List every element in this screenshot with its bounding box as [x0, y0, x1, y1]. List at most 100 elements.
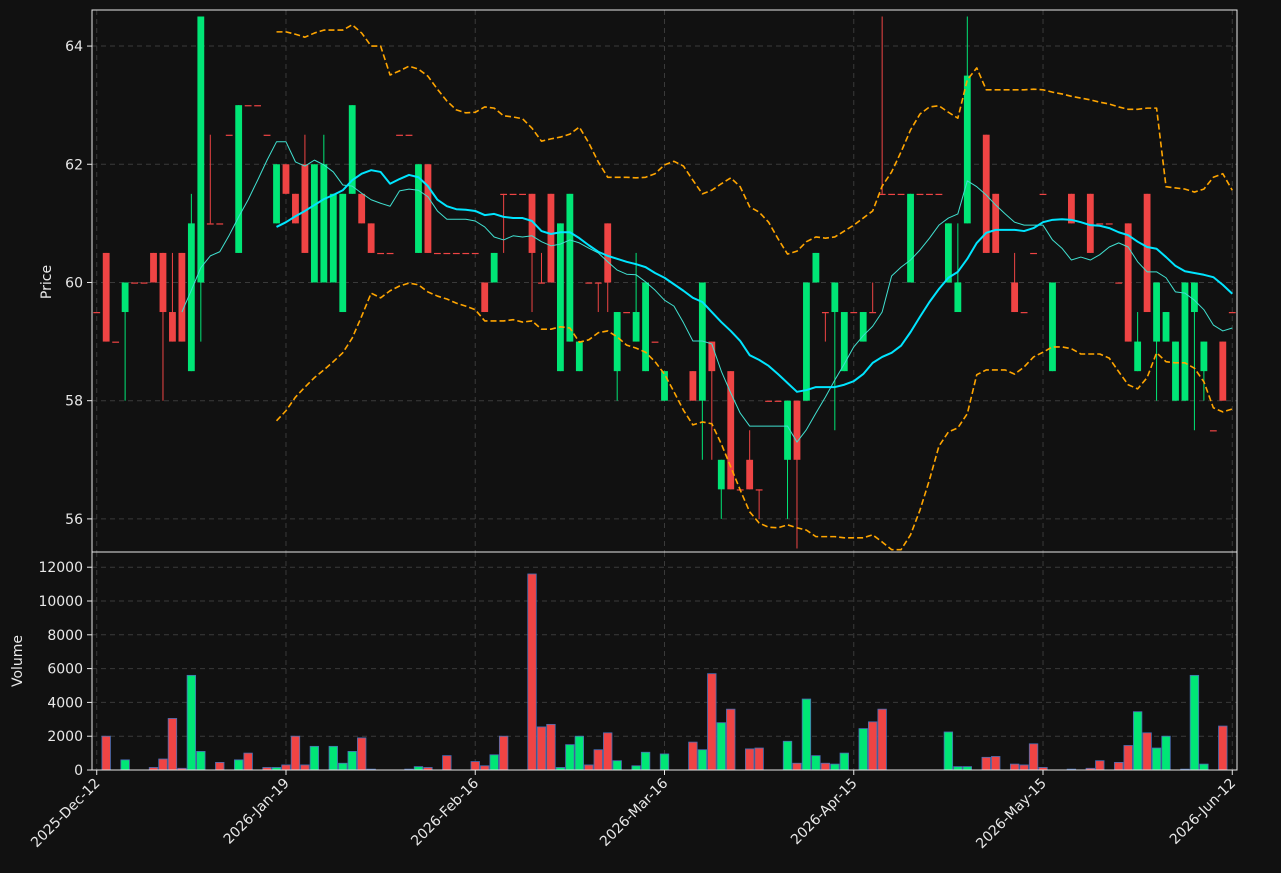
candle-body — [859, 312, 867, 342]
candle-body — [433, 252, 441, 255]
volume-bar — [593, 749, 603, 771]
candle-body — [784, 400, 791, 460]
candle-body — [888, 193, 896, 196]
candle-body — [765, 400, 772, 402]
volume-bar — [101, 735, 111, 771]
candle-body — [121, 282, 129, 313]
volume-bar — [640, 751, 651, 771]
candle-body — [594, 282, 602, 284]
volume-bar — [338, 762, 348, 771]
volume-bar — [1114, 761, 1124, 771]
candle-body — [301, 164, 309, 253]
candle-body — [774, 400, 782, 402]
volume-bar — [1218, 725, 1228, 771]
indicator-line — [275, 282, 1233, 551]
candle-body — [396, 134, 403, 136]
candle-body — [1191, 282, 1198, 313]
volume-bar — [801, 698, 812, 771]
candle-body — [452, 252, 460, 255]
candle-body — [1049, 282, 1056, 372]
candle-body — [310, 164, 318, 283]
candle-body — [1096, 223, 1104, 225]
indicator-line — [276, 23, 1233, 255]
volume-bar — [442, 755, 452, 771]
candle-body — [1105, 223, 1113, 225]
candle-body — [1172, 341, 1179, 401]
candle-body — [954, 282, 962, 313]
candle-body — [206, 223, 214, 225]
candle-body — [944, 223, 952, 283]
candle-body — [1219, 341, 1227, 401]
volume-bar — [1019, 764, 1029, 771]
volume-bar — [584, 764, 594, 771]
candle-body — [273, 164, 280, 224]
candle-body — [538, 282, 545, 284]
candle-body — [717, 459, 725, 490]
volume-bar — [1095, 760, 1105, 771]
price-axis-label: Price — [39, 265, 55, 299]
volume-bar — [745, 748, 755, 771]
candle-body — [169, 312, 176, 342]
candle-body — [424, 164, 432, 253]
candle-body — [1181, 282, 1189, 401]
volume-bar — [716, 722, 726, 771]
volume-bar — [754, 747, 764, 771]
candle-body — [585, 282, 593, 284]
y-tick-label: 62 — [65, 157, 83, 173]
candle-body — [329, 193, 337, 283]
volume-bar — [234, 759, 244, 771]
candle-body — [1030, 252, 1037, 255]
candle-body — [415, 164, 422, 253]
candle-body — [187, 223, 195, 372]
volume-bar — [489, 754, 499, 771]
candle-body — [282, 164, 290, 194]
volume-bar — [1132, 711, 1143, 771]
volume-bar — [830, 763, 840, 771]
candle-body — [613, 312, 621, 372]
candle-body — [926, 193, 933, 196]
candle-body — [746, 459, 754, 490]
volume-bar — [413, 766, 424, 771]
candle-body — [1153, 282, 1160, 342]
candle-body — [547, 193, 555, 283]
candle-body — [1115, 282, 1123, 284]
y-tick-label: 56 — [65, 512, 83, 528]
candle-body — [916, 193, 924, 196]
volume-bar — [120, 759, 130, 771]
candle-body — [462, 252, 470, 255]
indicator-line — [276, 169, 1233, 393]
candle-body — [1228, 312, 1236, 314]
candle-body — [1020, 312, 1028, 314]
candle-body — [377, 252, 385, 255]
volume-bar — [1123, 745, 1133, 771]
volume-bar — [1161, 735, 1171, 771]
volume-bar — [953, 766, 963, 771]
volume-bar — [697, 749, 708, 771]
volume-bar — [281, 764, 291, 771]
y-tick-label: 0 — [74, 763, 83, 779]
candle-body — [831, 282, 839, 313]
volume-bar — [868, 721, 878, 771]
candle-body — [642, 282, 649, 372]
volume-bar — [186, 674, 197, 771]
volume-bar — [527, 573, 537, 771]
candle-body — [1011, 282, 1019, 313]
candle-body — [93, 312, 101, 314]
candle-body — [367, 223, 375, 253]
y-tick-label: 58 — [65, 394, 83, 410]
candle-body — [727, 371, 735, 490]
volume-bar — [782, 740, 793, 771]
candle-body — [102, 252, 110, 342]
candle-body — [604, 223, 612, 283]
candle-body — [244, 105, 252, 107]
volume-bar — [1028, 743, 1039, 771]
candle-body — [159, 252, 167, 313]
candle-body — [907, 193, 914, 283]
candle-body — [386, 252, 394, 255]
volume-bar — [820, 762, 831, 771]
candle-body — [840, 312, 848, 372]
candle-body — [935, 193, 943, 196]
candle-body — [112, 341, 120, 343]
volume-bar — [612, 760, 622, 771]
